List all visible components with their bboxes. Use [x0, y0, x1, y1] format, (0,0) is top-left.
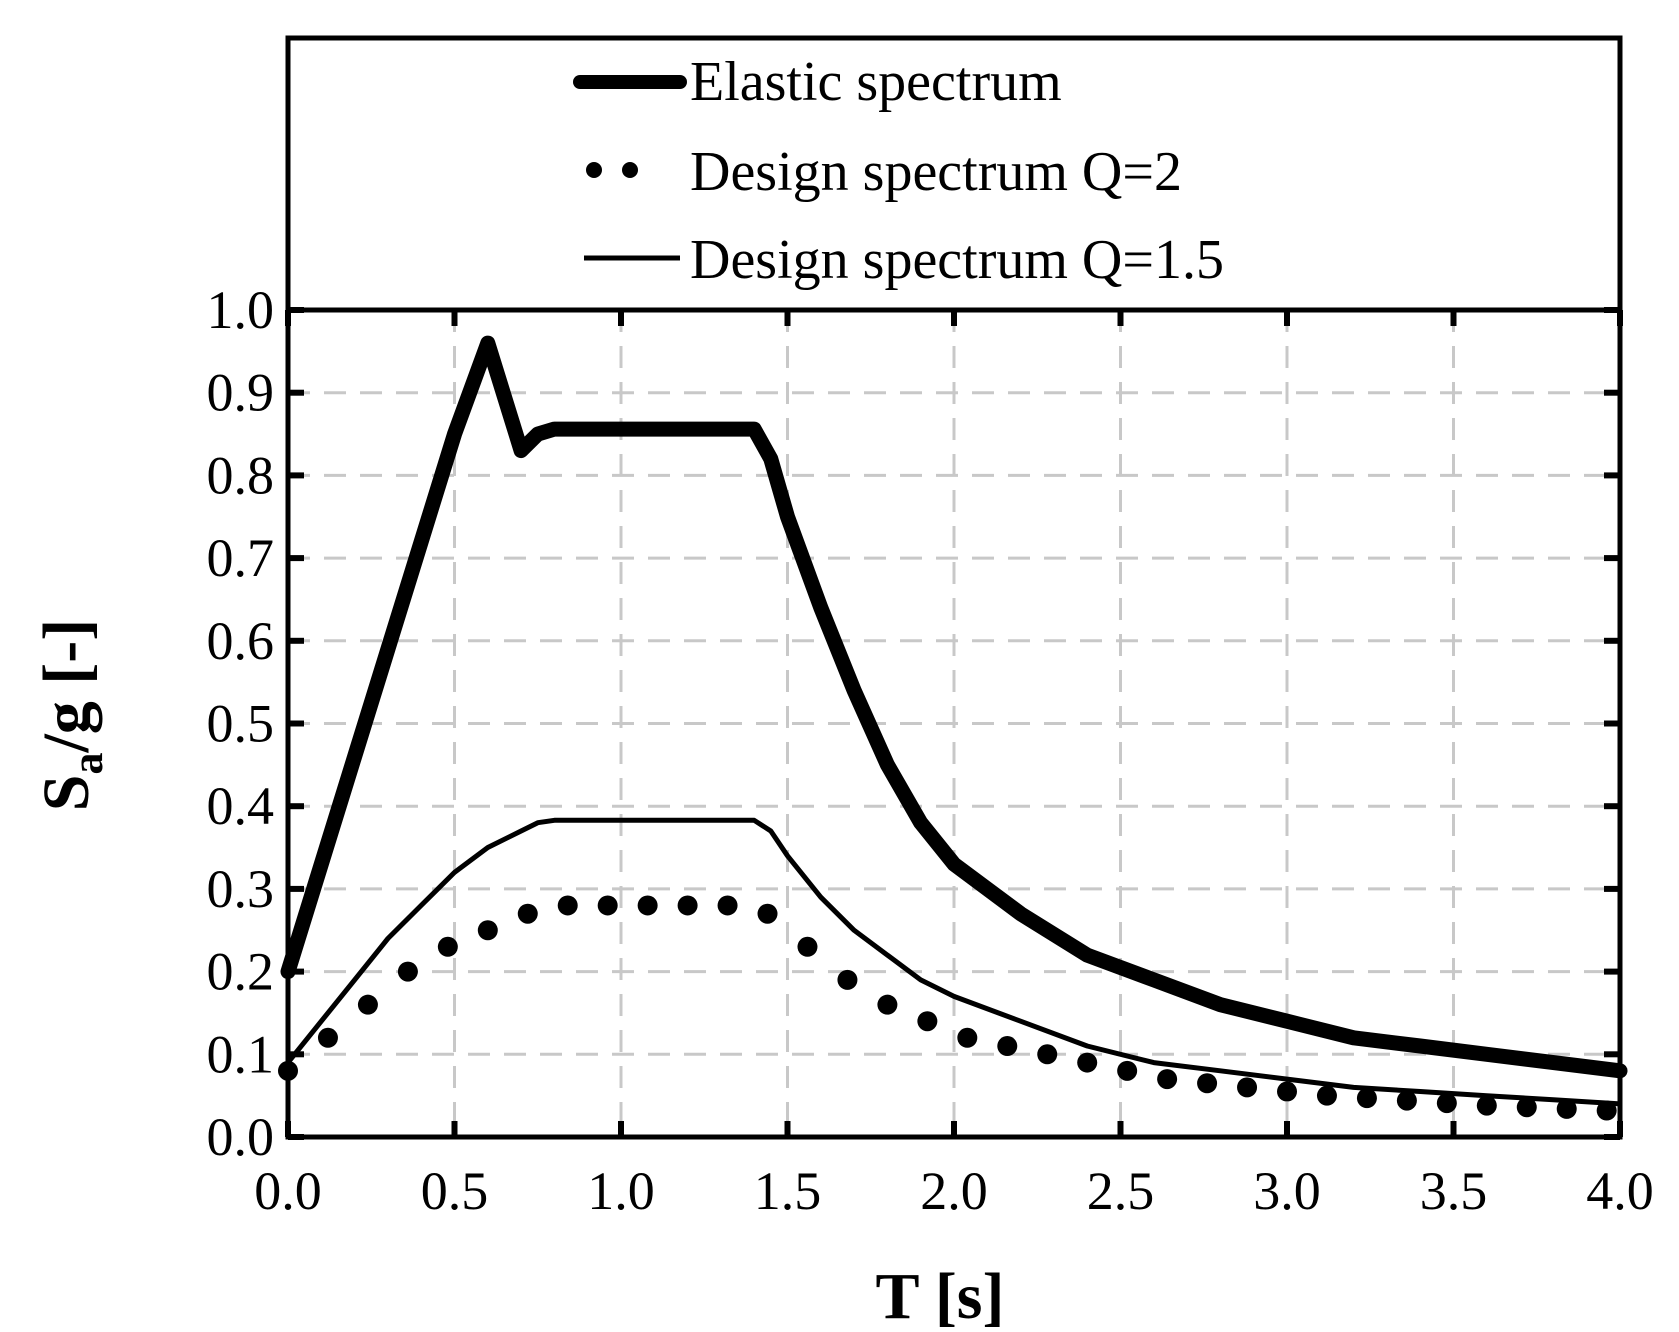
- series-point-q2: [717, 895, 738, 916]
- series-point-q2: [757, 903, 778, 924]
- y-tick-label: 1.0: [207, 280, 275, 340]
- series-point-q2: [357, 994, 378, 1015]
- legend-frame: [285, 35, 1623, 313]
- series-point-q2: [278, 1060, 298, 1081]
- y-tick-label: 0.2: [207, 942, 275, 1002]
- series-point-q2: [1396, 1090, 1417, 1111]
- series: [278, 335, 1628, 1121]
- series-point-q2: [557, 895, 578, 916]
- y-tick-label: 0.3: [207, 859, 275, 919]
- y-tick-label: 0.0: [207, 1107, 275, 1167]
- legend-swatch-dot-2: [622, 162, 638, 178]
- legend-label-q2: Design spectrum Q=2: [690, 141, 1182, 203]
- y-tick-label: 0.9: [207, 363, 275, 423]
- x-tick-label: 0.5: [421, 1161, 489, 1221]
- x-tick-label: 1.5: [754, 1161, 822, 1221]
- y-tick-label: 0.8: [207, 445, 275, 505]
- series-point-q2: [437, 936, 458, 957]
- x-tick-label: 4.0: [1586, 1161, 1654, 1221]
- y-tick-label: 0.1: [207, 1024, 275, 1084]
- ticks: [285, 307, 1623, 1140]
- series-point-q2: [677, 895, 698, 916]
- series-line-q15: [285, 817, 1623, 1107]
- series-point-q2: [1157, 1069, 1178, 1090]
- y-tick-label: 0.6: [207, 611, 275, 671]
- series-point-q2: [397, 961, 418, 982]
- tick-labels: 0.0 0.5 1.0 1.5 2.0 2.5 3.0 3.5 4.0 0.0 0.1 0.2 0.3 0…: [207, 280, 1654, 1221]
- x-tick-label: 2.0: [920, 1161, 988, 1221]
- series-point-q2: [837, 969, 858, 990]
- x-tick-label: 3.0: [1253, 1161, 1321, 1221]
- series-point-q2: [1117, 1060, 1138, 1081]
- series-point-q2: [1556, 1098, 1577, 1119]
- y-axis-title: Sa/g [-]: [30, 619, 112, 812]
- y-tick-label: 0.4: [207, 776, 275, 836]
- y-axis-title-rest: /g [-]: [30, 619, 103, 754]
- series-point-q2: [797, 936, 818, 957]
- series-point-q2: [1356, 1088, 1377, 1109]
- series-point-q2: [957, 1027, 978, 1048]
- series-point-q2: [1037, 1044, 1058, 1065]
- series-point-q2: [1436, 1093, 1457, 1114]
- series-point-q2: [997, 1036, 1018, 1057]
- series-point-q2: [1316, 1085, 1337, 1106]
- grid: [288, 310, 1620, 1137]
- y-axis-title-main: S: [30, 775, 103, 812]
- series-point-q2: [477, 920, 498, 941]
- x-tick-label: 2.5: [1087, 1161, 1155, 1221]
- series-point-q2: [1476, 1095, 1497, 1116]
- series-point-q2: [1237, 1077, 1258, 1098]
- series-point-q2: [877, 994, 898, 1015]
- series-line-elastic: [280, 335, 1628, 1079]
- series-point-q2: [1277, 1081, 1297, 1102]
- series-point-q2: [1197, 1073, 1218, 1094]
- series-point-q2: [317, 1027, 338, 1048]
- legend-label-q15: Design spectrum Q=1.5: [690, 229, 1224, 291]
- legend-label-elastic: Elastic spectrum: [690, 51, 1062, 113]
- series-point-q2: [1077, 1052, 1098, 1073]
- y-tick-label: 0.5: [207, 694, 275, 754]
- x-tick-label: 0.0: [254, 1161, 322, 1221]
- x-tick-label: 3.5: [1420, 1161, 1488, 1221]
- x-axis-title: T [s]: [876, 1260, 1005, 1332]
- legend-swatch-dot-1: [586, 162, 602, 178]
- series-point-q2: [517, 903, 538, 924]
- x-tick-label: 1.0: [587, 1161, 655, 1221]
- y-axis-title-sub: a: [63, 753, 112, 775]
- series-point-q2: [597, 895, 618, 916]
- legend: Elastic spectrum Design spectrum Q=2 Des…: [573, 51, 1224, 291]
- series-point-q2: [1516, 1097, 1537, 1118]
- y-tick-label: 0.7: [207, 528, 275, 588]
- series-point-q2: [637, 895, 658, 916]
- series-point-q2: [917, 1011, 938, 1032]
